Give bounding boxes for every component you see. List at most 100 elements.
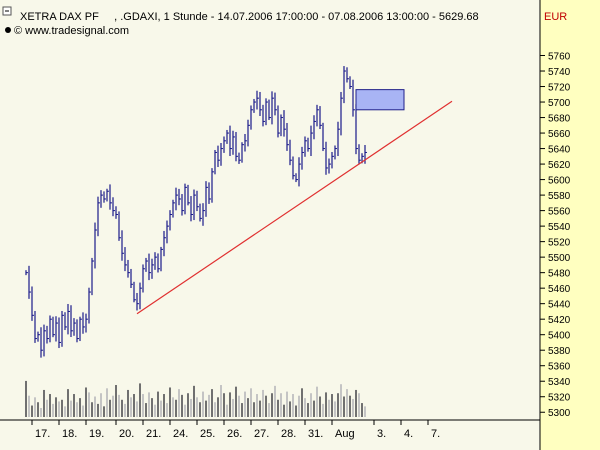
volume-bar	[307, 403, 309, 417]
volume-bar	[64, 406, 66, 417]
collapse-icon[interactable]	[2, 6, 12, 16]
volume-bar	[241, 403, 243, 417]
y-tick-label: 5300	[548, 408, 571, 419]
volume-bar	[97, 403, 99, 417]
volume-bar	[166, 403, 168, 417]
watermark: © www.tradesignal.com	[14, 25, 129, 37]
volume-bar	[277, 399, 279, 417]
drawing-overlays	[136, 89, 453, 315]
volume-bar	[217, 397, 219, 417]
volume-bar	[340, 384, 342, 417]
volume-bar	[199, 402, 201, 417]
x-tick-label: 25.	[200, 428, 215, 440]
volume-bar	[205, 400, 207, 417]
volume-bar	[163, 394, 165, 417]
volume-bar	[85, 387, 87, 417]
volume-bar	[364, 406, 366, 417]
volume-bar	[298, 395, 300, 417]
volume-bar	[331, 394, 333, 417]
trendline[interactable]	[136, 100, 453, 315]
volume-bar	[259, 400, 261, 417]
volume-bar	[40, 407, 42, 417]
volume-bar	[52, 403, 54, 417]
volume-bar	[130, 397, 132, 417]
volume-bar	[337, 393, 339, 417]
y-tick-label: 5760	[548, 52, 571, 63]
volume-bar	[121, 399, 123, 417]
volume-bar	[271, 393, 273, 417]
x-tick-label: 4.	[404, 428, 413, 440]
volume-bar	[355, 389, 357, 417]
volume-bar	[280, 393, 282, 417]
volume-bar	[37, 402, 39, 417]
highlight-box[interactable]	[355, 89, 405, 111]
x-tick-label: 28.	[281, 428, 296, 440]
volume-bar	[154, 404, 156, 417]
volume-bar	[361, 403, 363, 417]
volume-bar	[313, 400, 315, 417]
x-tick-label: 31.	[308, 428, 323, 440]
volume-bar	[151, 398, 153, 417]
volume-bar	[193, 385, 195, 417]
volume-bar	[253, 402, 255, 417]
volume-bar	[70, 400, 72, 417]
y-tick-label: 5500	[548, 253, 571, 264]
volume-bar	[322, 403, 324, 417]
volume-bar	[28, 395, 30, 417]
volume-bar	[232, 398, 234, 417]
y-tick-label: 5560	[548, 207, 571, 218]
volume-bar	[100, 393, 102, 417]
volume-bar	[79, 398, 81, 417]
volume-bar	[112, 395, 114, 417]
volume-bar	[274, 385, 276, 417]
chart-header: XETRA DAX PF , .GDAXI, 1 Stunde - 14.07.…	[2, 6, 567, 37]
y-tick-label: 5340	[548, 377, 571, 388]
volume-bar	[106, 388, 108, 417]
y-tick-label: 5400	[548, 331, 571, 342]
y-tick-label: 5700	[548, 98, 571, 109]
volume-bar	[250, 388, 252, 417]
volume-bar	[334, 401, 336, 417]
tradesignal-logo-icon	[5, 27, 11, 33]
volume-bar	[238, 395, 240, 417]
volume-bar	[292, 394, 294, 417]
chart-title: XETRA DAX PF , .GDAXI, 1 Stunde - 14.07.…	[20, 11, 479, 23]
y-tick-label: 5620	[548, 160, 571, 171]
volume-bar	[211, 389, 213, 417]
volume-bars	[25, 380, 366, 417]
volume-bar	[220, 385, 222, 417]
y-tick-label: 5380	[548, 346, 571, 357]
volume-bar	[187, 393, 189, 417]
y-tick-label: 5600	[548, 176, 571, 187]
volume-bar	[247, 398, 249, 417]
y-tick-label: 5720	[548, 83, 571, 94]
volume-bar	[34, 397, 36, 417]
x-tick-label: 24.	[173, 428, 188, 440]
volume-bar	[148, 392, 150, 417]
volume-bar	[226, 404, 228, 417]
volume-bar	[145, 403, 147, 417]
volume-bar	[214, 402, 216, 417]
x-tick-label: 26.	[227, 428, 242, 440]
x-tick-label: 3.	[377, 428, 386, 440]
price-axis-background	[540, 0, 600, 450]
volume-bar	[208, 394, 210, 417]
volume-bar	[268, 403, 270, 417]
volume-bar	[31, 405, 33, 417]
volume-bar	[181, 394, 183, 417]
currency-label: EUR	[544, 11, 567, 23]
volume-bar	[301, 388, 303, 417]
x-tick-label: 17.	[35, 428, 50, 440]
volume-bar	[223, 393, 225, 417]
volume-bar	[328, 399, 330, 417]
volume-bar	[109, 399, 111, 417]
volume-bar	[262, 389, 264, 417]
volume-bar	[349, 395, 351, 417]
volume-bar	[316, 386, 318, 417]
x-tick-label: 19.	[89, 428, 104, 440]
volume-bar	[118, 394, 120, 417]
volume-bar	[295, 405, 297, 417]
volume-bar	[115, 385, 117, 417]
volume-bar	[325, 392, 327, 417]
volume-bar	[190, 398, 192, 417]
